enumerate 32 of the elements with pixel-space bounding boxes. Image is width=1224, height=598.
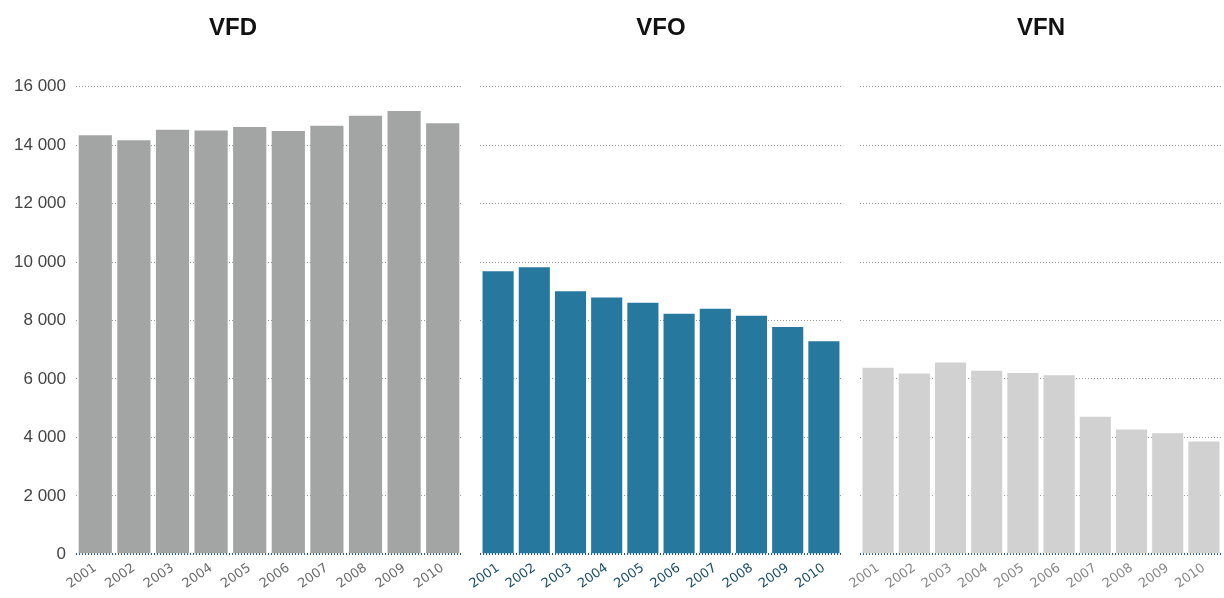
bar	[971, 370, 1003, 554]
bar	[1007, 373, 1039, 554]
bar	[898, 373, 930, 554]
bar	[1115, 429, 1148, 554]
bar	[735, 315, 768, 554]
bar	[1043, 375, 1075, 554]
bar	[1188, 441, 1220, 554]
bar	[808, 341, 840, 554]
y-tick-label: 4 000	[23, 427, 66, 447]
chart-title: VFD	[209, 13, 257, 41]
chart-title: VFO	[636, 13, 686, 41]
y-tick-label: 8 000	[23, 310, 66, 330]
y-tick-label: 2 000	[23, 485, 66, 505]
bar	[934, 362, 967, 554]
bar	[699, 308, 731, 554]
bar	[482, 271, 514, 554]
bar	[518, 267, 550, 554]
bar	[591, 297, 623, 554]
y-tick-label: 14 000	[14, 134, 66, 154]
y-tick-label: 6 000	[23, 368, 66, 388]
bar	[554, 291, 587, 554]
bar	[627, 302, 659, 554]
bar	[663, 313, 695, 554]
y-tick-label: 12 000	[14, 193, 66, 213]
bar	[862, 367, 894, 554]
bar	[1152, 433, 1184, 554]
bar	[1079, 416, 1111, 554]
chart-title: VFN	[1017, 13, 1065, 41]
bar	[772, 326, 804, 554]
y-tick-label: 0	[56, 543, 66, 563]
y-tick-label: 10 000	[14, 251, 66, 271]
y-tick-label: 16 000	[14, 76, 66, 96]
